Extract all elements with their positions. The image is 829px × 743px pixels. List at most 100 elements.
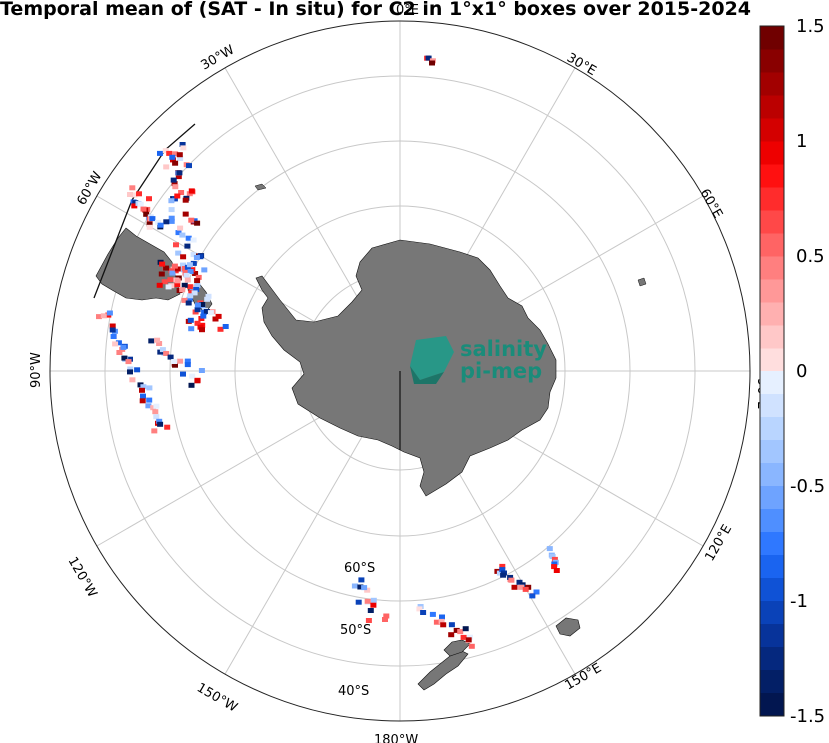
data-cell: [511, 584, 518, 590]
data-cell: [194, 378, 201, 384]
data-cell: [171, 359, 178, 364]
data-cell: [156, 282, 163, 288]
longitude-label: 90°W: [29, 352, 44, 388]
colorbar-swatch: [760, 601, 784, 625]
data-cell: [168, 215, 175, 221]
data-cell: [467, 634, 473, 640]
data-cell: [181, 282, 188, 288]
new-zealand-south-island: [417, 649, 469, 691]
data-cell: [182, 211, 189, 217]
data-cell: [175, 174, 182, 180]
data-cell: [194, 220, 201, 226]
data-cell: [170, 177, 177, 183]
data-cell: [176, 170, 183, 176]
data-cell: [174, 278, 181, 284]
data-cell: [186, 163, 192, 169]
data-cell: [553, 568, 560, 573]
logo-mark-shade: [410, 366, 444, 384]
map-boundary: [49, 20, 751, 722]
data-cell: [185, 300, 192, 306]
salinity-pimep-logo: salinity pi-mep: [410, 336, 547, 384]
data-cell: [499, 563, 506, 569]
data-cell: [172, 184, 179, 190]
data-cell: [167, 354, 174, 360]
colorbar-swatch: [760, 693, 784, 717]
data-cell: [112, 341, 119, 347]
data-cell: [457, 629, 464, 635]
colorbar: [759, 25, 785, 717]
data-cell: [153, 414, 160, 420]
data-cell: [355, 599, 362, 605]
data-cell: [171, 263, 178, 269]
data-cell: [184, 358, 191, 364]
colorbar-tick-label: 1: [796, 131, 807, 152]
data-cell: [129, 377, 136, 383]
colorbar-swatch: [760, 26, 784, 50]
data-cell: [139, 387, 145, 393]
data-cell: [179, 232, 186, 238]
data-cell: [551, 564, 558, 570]
data-cell: [429, 60, 435, 66]
data-cell: [215, 313, 222, 319]
data-cell: [189, 373, 196, 379]
data-cell: [551, 556, 558, 562]
colorbar-tick-label: -1: [790, 591, 808, 612]
data-cell: [174, 282, 181, 288]
data-cell: [106, 310, 113, 316]
data-cell: [370, 602, 377, 608]
data-cell: [178, 190, 185, 195]
data-cell: [152, 409, 159, 415]
data-cell: [140, 384, 147, 390]
colorbar-swatch: [760, 670, 784, 694]
data-cell: [193, 255, 200, 260]
antarctica-landmass: [255, 239, 557, 497]
data-cell: [507, 574, 514, 580]
data-cell: [136, 191, 142, 197]
data-cell: [132, 200, 139, 206]
data-cell: [429, 611, 436, 617]
data-cell: [146, 221, 153, 227]
latitude-labels: 60°S 50°S 40°S: [338, 561, 375, 699]
data-cell: [171, 181, 178, 187]
colorbar-swatch: [760, 509, 784, 533]
data-cell: [116, 350, 123, 355]
data-cell: [181, 297, 188, 303]
data-cell: [193, 287, 200, 292]
data-cell: [186, 262, 193, 268]
data-cell: [146, 385, 153, 391]
data-cell: [168, 218, 175, 224]
data-cell: [187, 293, 194, 299]
data-cell: [163, 219, 170, 225]
data-cell: [175, 230, 182, 236]
colorbar-swatch: [760, 348, 784, 372]
data-cell: [157, 150, 163, 156]
longitude-label: 120°W: [65, 555, 100, 601]
data-cell: [137, 201, 144, 207]
data-cell: [194, 307, 201, 313]
data-cell: [180, 262, 186, 268]
data-cell: [500, 572, 507, 578]
longitude-label: 180°W: [374, 733, 418, 743]
data-cell: [167, 277, 174, 283]
data-cell: [157, 222, 164, 228]
data-cell: [148, 338, 155, 344]
data-cell: [425, 55, 432, 61]
data-cell: [164, 424, 171, 430]
data-cell: [533, 589, 540, 595]
data-cell: [149, 216, 156, 222]
data-cell: [176, 152, 183, 158]
data-cell: [179, 142, 186, 147]
colorbar-swatch: [760, 394, 784, 418]
data-cell: [191, 290, 198, 296]
data-cell: [184, 243, 191, 249]
data-cell: [382, 617, 388, 622]
data-cell: [180, 145, 187, 151]
data-cell: [440, 622, 447, 628]
data-cell: [143, 211, 150, 217]
tasmania: [555, 617, 581, 637]
data-cell: [151, 428, 158, 434]
data-cell: [496, 570, 503, 576]
data-cell: [190, 260, 197, 266]
colorbar-swatch: [760, 118, 784, 142]
data-cell: [109, 323, 116, 329]
